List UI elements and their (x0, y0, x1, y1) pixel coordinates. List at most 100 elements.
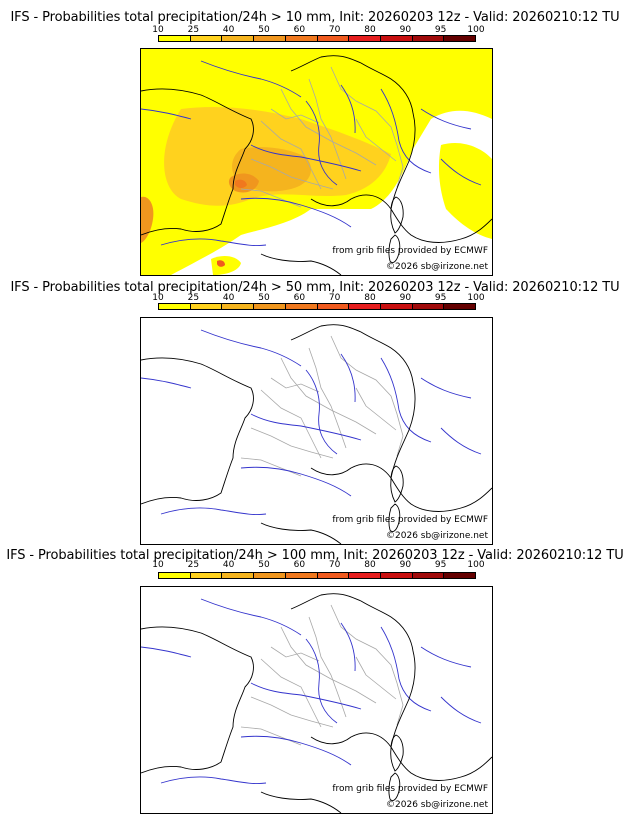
colorbar-segment (444, 573, 476, 578)
panel-title: IFS - Probabilities total precipitation/… (6, 548, 624, 563)
colorbar-tick-label: 90 (399, 560, 412, 570)
colorbar-segment (444, 36, 476, 41)
river (200, 329, 302, 367)
colorbar-tick-label: 100 (467, 25, 485, 35)
colorbar-segment (349, 573, 381, 578)
colorbar-tick-label: 100 (467, 293, 485, 303)
coastline (310, 463, 392, 479)
colorbar-tick-label: 70 (328, 25, 341, 35)
coastline (390, 208, 492, 243)
colorbar-tick-label: 10 (152, 25, 164, 35)
map-canvas (141, 324, 492, 544)
admin-border (270, 108, 320, 124)
river (340, 622, 356, 672)
river (141, 108, 192, 120)
precip-field (141, 49, 492, 275)
colorbar-ticks: 10 25 40 50 60 70 80 90 95 100 (152, 293, 484, 303)
colorbar-segment (159, 36, 191, 41)
colorbar-segment (254, 304, 286, 309)
colorbar-tick-label: 10 (152, 293, 164, 303)
river (160, 507, 267, 515)
colorbar-ticks: 10 25 40 50 60 70 80 90 95 100 (152, 25, 484, 35)
river (380, 626, 432, 712)
river (240, 466, 352, 497)
coastline (260, 522, 342, 544)
colorbar-segment (254, 36, 286, 41)
admin-border (270, 377, 320, 393)
copyright-credit: ©2026 sb@irizone.net (386, 800, 488, 810)
river (380, 88, 432, 174)
colorbar-segment (190, 36, 223, 41)
colorbar-tick-label: 100 (467, 560, 485, 570)
river (420, 377, 472, 399)
map-canvas (141, 49, 492, 275)
coastline (390, 196, 404, 234)
river (340, 84, 356, 134)
river (240, 735, 352, 766)
colorbar-segment (159, 304, 191, 309)
admin-border (308, 347, 347, 449)
colorbar-tick-label: 10 (152, 560, 164, 570)
panel-title: IFS - Probabilities total precipitation/… (10, 280, 620, 295)
coastline (390, 465, 404, 503)
river (440, 696, 482, 724)
admin-border (330, 604, 404, 726)
admin-border (250, 427, 334, 459)
river (160, 238, 267, 246)
colorbar-segment (159, 573, 191, 578)
colorbar-tick-label: 70 (328, 560, 341, 570)
river (420, 108, 472, 130)
panel-title: IFS - Probabilities total precipitation/… (10, 10, 620, 25)
river (380, 357, 432, 443)
colorbar-tick-label: 70 (328, 293, 341, 303)
colorbar-segment (254, 573, 286, 578)
colorbar-segment (222, 573, 255, 578)
colorbar-segment (380, 304, 413, 309)
map-canvas (141, 593, 492, 813)
colorbar (158, 303, 476, 310)
admin-border (270, 646, 320, 662)
colorbar-tick-label: 80 (364, 293, 376, 303)
panel-100mm: IFS - Probabilities total precipitation/… (0, 548, 630, 828)
admin-border (280, 626, 377, 704)
admin-border (308, 616, 347, 718)
admin-border (280, 357, 377, 435)
colorbar-tick-label: 50 (258, 25, 270, 35)
colorbar-segment (222, 36, 255, 41)
coastline (141, 626, 254, 774)
admin-border (330, 66, 404, 188)
admin-border (260, 120, 322, 190)
colorbar-ticks: 10 25 40 50 60 70 80 90 95 100 (152, 560, 484, 570)
river (305, 638, 338, 724)
admin-border (250, 696, 334, 728)
colorbar-tick-label: 50 (258, 293, 270, 303)
river (420, 646, 472, 668)
river (141, 646, 192, 658)
river (200, 598, 302, 636)
colorbar-tick-label: 90 (399, 293, 412, 303)
coastline (310, 732, 392, 748)
colorbar-tick-label: 95 (434, 293, 447, 303)
coastline (290, 324, 416, 479)
colorbar-tick-label: 90 (399, 25, 412, 35)
admin-border (355, 656, 397, 700)
precip-area (235, 179, 247, 188)
colorbar-segment (317, 36, 350, 41)
admin-border (260, 658, 322, 728)
colorbar-segment (380, 573, 413, 578)
map-10mm: from grib files provided by ECMWF ©2026 … (140, 48, 493, 276)
colorbar-segment (317, 304, 350, 309)
colorbar-tick-label: 25 (187, 25, 200, 35)
coastline (260, 791, 342, 813)
colorbar-tick-label: 80 (364, 560, 376, 570)
precip-area (211, 255, 241, 275)
precip-area (141, 196, 154, 243)
colorbar-tick-label: 40 (222, 560, 235, 570)
colorbar-segment (285, 573, 318, 578)
admin-border (355, 118, 397, 162)
source-credit: from grib files provided by ECMWF (332, 515, 488, 525)
coastline (141, 88, 254, 236)
colorbar-tick-label: 40 (222, 25, 235, 35)
colorbar-tick-label: 25 (187, 560, 200, 570)
admin-border (240, 188, 302, 208)
